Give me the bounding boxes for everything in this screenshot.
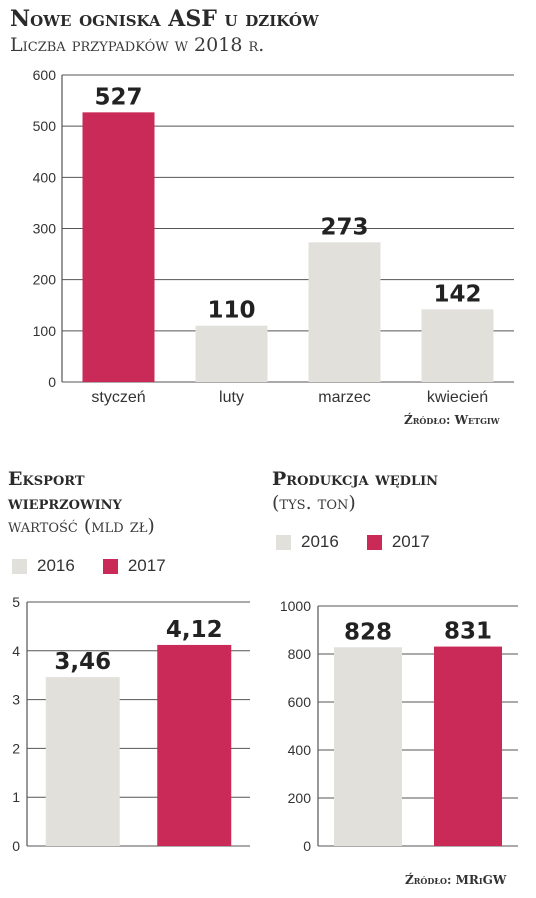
production-chart-title: Produkcja wędlin <box>272 468 439 490</box>
legend-label-2016: 2016 <box>37 556 75 575</box>
legend-swatch-2017-production <box>366 534 382 550</box>
export-ytick-5: 5 <box>12 594 20 610</box>
production-ytick-600: 600 <box>288 694 312 710</box>
legend-item-2017-production: 2017 <box>366 532 430 552</box>
export-ytick-1: 1 <box>12 789 20 805</box>
asf-category-label-styczeń: styczeń <box>91 389 145 406</box>
export-bar-2017 <box>157 644 232 846</box>
asf-category-label-luty: luty <box>219 389 244 406</box>
production-chart-subtitle: (tys. ton) <box>272 492 356 514</box>
asf-ytick-100: 100 <box>33 323 57 339</box>
asf-category-label-kwiecień: kwiecień <box>427 389 488 406</box>
asf-value-label-marzec: 273 <box>320 214 368 240</box>
asf-bar-luty <box>195 325 268 382</box>
production-value-label-2016: 828 <box>344 619 392 645</box>
asf-ytick-200: 200 <box>33 272 57 288</box>
production-ytick-200: 200 <box>288 790 312 806</box>
asf-ytick-300: 300 <box>33 221 57 237</box>
asf-chart-subtitle: Liczba przypadków w 2018 r. <box>10 34 265 56</box>
production-ytick-1000: 1000 <box>280 598 311 614</box>
legend-label-2017: 2017 <box>127 556 166 575</box>
asf-chart-title: Nowe ogniska ASF u dzików <box>10 6 319 32</box>
export-ytick-3: 3 <box>12 692 20 708</box>
asf-ytick-600: 600 <box>33 67 57 83</box>
legend-swatch-2016-production <box>276 534 291 550</box>
export-value-label-2016: 3,46 <box>54 649 111 675</box>
production-ytick-400: 400 <box>288 742 312 758</box>
export-chart-title-line1: Eksport <box>8 468 85 490</box>
legend-item-2017: 2017 <box>102 556 166 576</box>
legend-item-2016-production: 2016 <box>276 532 339 552</box>
production-chart-legend: 2016 2017 <box>276 532 458 552</box>
export-chart-subtitle: wartość (mld zł) <box>8 515 155 537</box>
export-chart-title-line2: wieprzowiny <box>8 492 122 514</box>
legend-item-2016: 2016 <box>12 556 75 576</box>
export-value-label-2017: 4,12 <box>166 617 223 643</box>
export-ytick-2: 2 <box>12 740 20 756</box>
asf-bar-styczeń <box>82 112 155 382</box>
export-ytick-0: 0 <box>12 838 20 854</box>
export-chart-legend: 2016 2017 <box>12 556 194 576</box>
production-value-label-2017: 831 <box>444 619 492 645</box>
asf-value-label-styczeń: 527 <box>94 84 142 110</box>
asf-chart-source: Źródło: Wetgiw <box>404 413 500 427</box>
legend-label-2016-production: 2016 <box>301 532 339 551</box>
production-ytick-800: 800 <box>288 646 312 662</box>
asf-category-label-marzec: marzec <box>318 389 370 406</box>
asf-ytick-500: 500 <box>33 118 57 134</box>
asf-value-label-kwiecień: 142 <box>433 281 481 307</box>
asf-bar-marzec <box>308 242 381 382</box>
production-bar-2016 <box>334 647 402 846</box>
export-ytick-4: 4 <box>12 643 20 659</box>
production-ytick-0: 0 <box>303 838 311 854</box>
asf-ytick-400: 400 <box>33 169 57 185</box>
production-bar-2017 <box>434 646 502 846</box>
legend-label-2017-production: 2017 <box>391 532 430 551</box>
asf-bar-kwiecień <box>421 309 494 382</box>
asf-value-label-luty: 110 <box>207 298 255 324</box>
legend-swatch-2016 <box>12 558 27 574</box>
legend-swatch-2017 <box>102 558 118 574</box>
bottom-source: Źródło: MRiGW <box>405 873 507 887</box>
asf-ytick-0: 0 <box>48 374 56 390</box>
export-bar-2016 <box>45 677 120 846</box>
